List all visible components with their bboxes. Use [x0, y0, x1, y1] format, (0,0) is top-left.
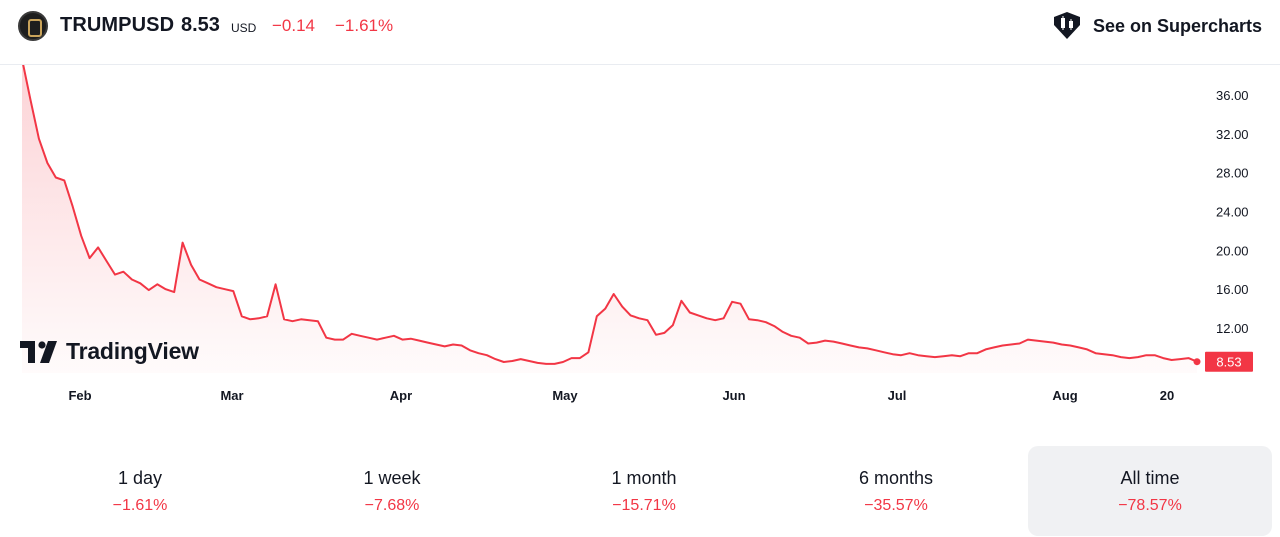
price-change-percent: −1.61%	[335, 16, 394, 35]
last-price-dot	[1193, 358, 1201, 366]
period-6-months[interactable]: 6 months −35.57%	[774, 446, 1018, 536]
coin-logo-icon	[18, 11, 48, 41]
tradingview-logo-icon	[20, 341, 57, 363]
x-tick-label: Jul	[888, 388, 907, 403]
y-tick-label: 36.00	[1216, 88, 1249, 103]
tradingview-wordmark: TradingView	[66, 338, 199, 364]
x-tick-label: May	[552, 388, 578, 403]
x-tick-label: Feb	[68, 388, 91, 403]
symbol-header: TRUMPUSD 8.53 USD −0.14 −1.61% See on Su…	[0, 0, 1280, 54]
see-on-supercharts-link[interactable]: See on Supercharts	[1093, 16, 1263, 36]
y-tick-label: 24.00	[1216, 205, 1249, 220]
period-label: 1 day	[117, 468, 163, 488]
period-all-time[interactable]: All time −78.57%	[1028, 446, 1272, 536]
y-tick-label: 16.00	[1216, 282, 1249, 297]
period-1-day[interactable]: 1 day −1.61%	[18, 446, 262, 536]
price-chart[interactable]: 12.0016.0020.0024.0028.0032.0036.008.53 …	[0, 65, 1280, 415]
period-label: 1 week	[363, 468, 421, 488]
price-change: −0.14	[272, 16, 316, 35]
last-price: 8.53	[181, 14, 220, 36]
y-tick-label: 12.00	[1216, 321, 1249, 336]
last-price-label: 8.53	[1216, 355, 1241, 370]
symbol-name[interactable]: TRUMPUSD	[60, 14, 175, 36]
price-line	[22, 65, 1198, 365]
x-tick-label: Mar	[220, 388, 243, 403]
last-price-badge	[1205, 351, 1253, 372]
supercharts-icon[interactable]	[1051, 11, 1083, 41]
price-currency: USD	[231, 21, 257, 35]
x-tick-label: Jun	[722, 388, 745, 403]
x-tick-label: 20	[1160, 388, 1174, 403]
period-1-week[interactable]: 1 week −7.68%	[270, 446, 514, 536]
x-tick-label: Apr	[390, 388, 412, 403]
price-area-fill	[22, 65, 1197, 373]
period-change: −15.71%	[612, 497, 676, 514]
period-change: −35.57%	[864, 497, 928, 514]
period-label: 1 month	[611, 468, 677, 488]
period-1-month[interactable]: 1 month −15.71%	[522, 446, 766, 536]
period-label: All time	[1120, 468, 1180, 488]
y-tick-label: 20.00	[1216, 243, 1249, 258]
y-tick-label: 28.00	[1216, 166, 1249, 181]
period-change: −7.68%	[364, 497, 420, 514]
header-divider	[0, 64, 1280, 65]
period-change: −1.61%	[112, 497, 168, 514]
performance-periods: 1 day −1.61% 1 week −7.68% 1 month −15.7…	[0, 446, 1280, 537]
x-tick-label: Aug	[1052, 388, 1077, 403]
y-tick-label: 32.00	[1216, 127, 1249, 142]
period-change: −78.57%	[1118, 497, 1182, 514]
period-label: 6 months	[858, 468, 934, 488]
